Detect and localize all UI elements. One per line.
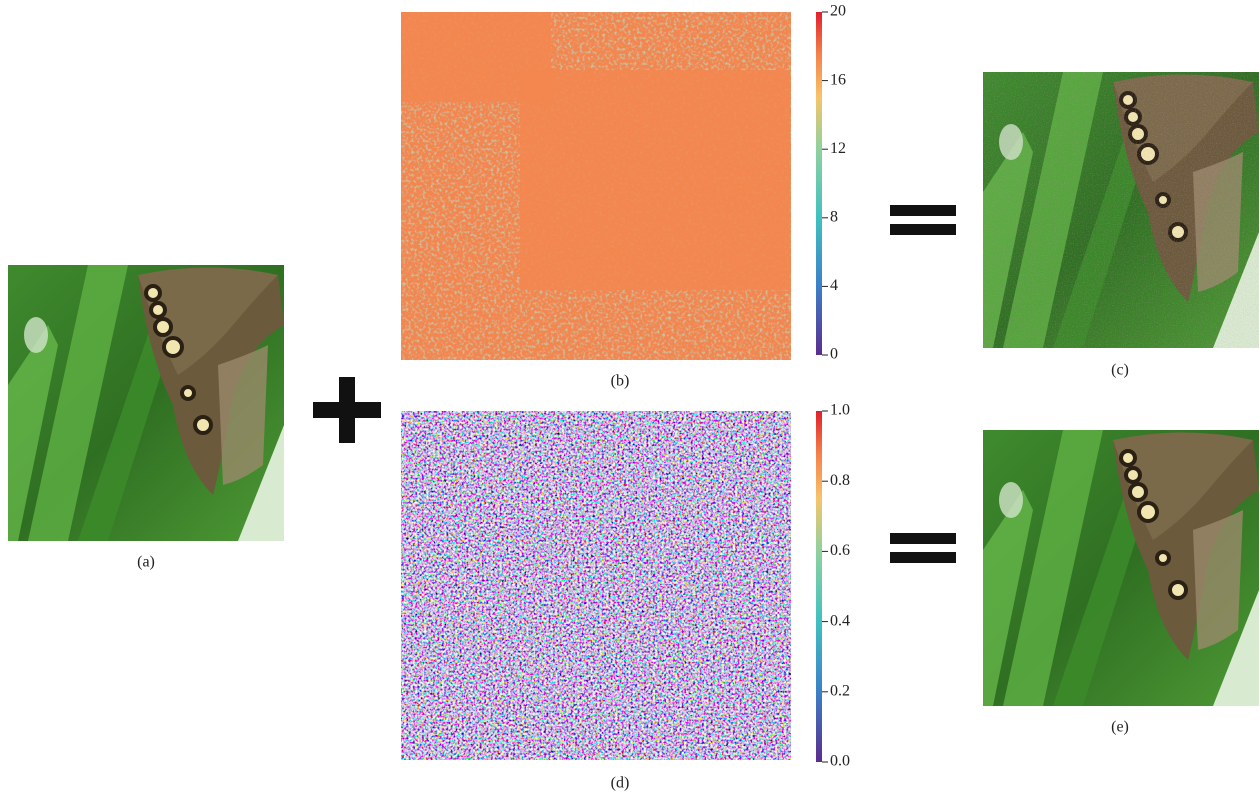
figure: (a) (b) (c) (d) (e) 0 4 8 12 16 20 0.0 0.2 0.4 0.…: [0, 0, 1260, 799]
output-image: [983, 430, 1259, 706]
colorbar-tick-label: 0.6: [830, 542, 850, 559]
colorbar: [816, 12, 822, 355]
caption: (a): [137, 554, 155, 571]
heatmap-d: [401, 411, 791, 760]
plus-sign: [313, 377, 381, 443]
caption: (d): [611, 775, 630, 792]
caption: (b): [611, 373, 630, 390]
equals-sign: [890, 533, 956, 563]
colorbar-tick-label: 4: [830, 277, 838, 294]
caption: (e): [1111, 719, 1129, 736]
colorbar-tick-label: 0.8: [830, 472, 850, 489]
colorbar-tick-label: 0: [830, 346, 838, 363]
colorbar-tick-label: 16: [830, 71, 846, 88]
equals-sign: [890, 205, 956, 235]
colorbar-tick-label: 20: [830, 3, 846, 20]
colorbar-tick-label: 8: [830, 208, 838, 225]
colorbar: [816, 411, 822, 762]
input-image: [8, 265, 284, 541]
colorbar-tick-label: 0.0: [830, 753, 850, 770]
colorbar-tick-label: 0.2: [830, 682, 850, 699]
colorbar-tick-label: 12: [830, 140, 846, 157]
colorbar-tick-label: 1.0: [830, 402, 850, 419]
heatmap-b: [401, 12, 791, 360]
colorbar-tick-label: 0.4: [830, 612, 850, 629]
noise-overlay: [983, 72, 1259, 348]
caption: (c): [1111, 362, 1129, 379]
